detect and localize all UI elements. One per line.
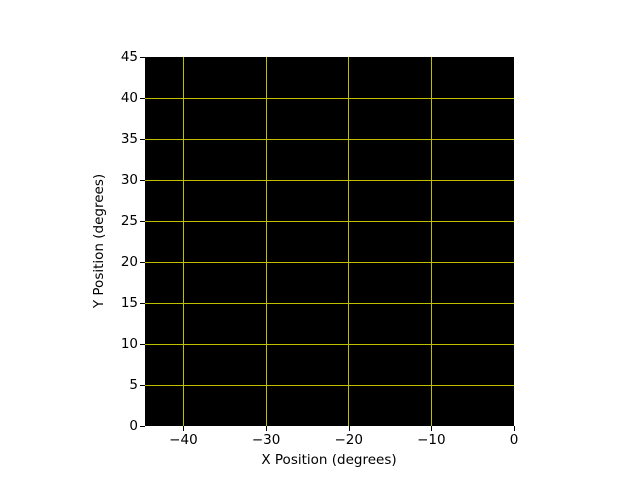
y-tick-label: 40 [120,90,138,106]
y-tick-label: 45 [120,49,138,65]
y-gridline [145,179,514,181]
y-axis-label: Y Position (degrees) [91,173,107,309]
y-gridline [145,220,514,222]
x-tick-mark [431,426,433,431]
y-tick-mark [140,303,145,304]
x-tick-label: −30 [251,432,281,448]
y-tick-label: 10 [120,336,138,352]
y-gridline [145,138,514,140]
plot-area [145,57,514,426]
y-tick-mark [140,385,145,386]
x-gridline [182,57,184,426]
y-tick-label: 15 [120,295,138,311]
y-tick-label: 30 [120,172,138,188]
y-tick-label: 35 [120,131,138,147]
y-tick-mark [140,262,145,263]
y-gridline [145,302,514,304]
y-tick-mark [140,426,145,427]
y-tick-mark [140,344,145,345]
x-tick-label: 0 [509,432,519,448]
y-gridline [145,97,514,99]
y-tick-mark [140,98,145,99]
y-tick-mark [140,180,145,181]
x-axis-label: X Position (degrees) [261,452,397,468]
y-tick-label: 0 [129,418,138,434]
x-tick-mark [348,426,350,431]
x-tick-mark [266,426,268,431]
y-gridline [145,343,514,345]
y-tick-label: 5 [129,377,138,393]
y-tick-mark [140,57,145,58]
y-tick-label: 20 [120,254,138,270]
x-tick-label: −10 [417,432,446,448]
y-tick-mark [140,221,145,222]
x-gridline [348,57,350,426]
y-tick-label: 25 [120,213,138,229]
x-gridline [430,57,432,426]
x-tick-label: −20 [334,432,363,448]
y-gridline [145,261,514,263]
x-tick-mark [514,426,515,431]
x-gridline [265,57,267,426]
y-tick-mark [140,139,145,140]
y-gridline [145,384,514,386]
x-tick-mark [183,426,185,431]
x-tick-label: −40 [169,432,198,448]
